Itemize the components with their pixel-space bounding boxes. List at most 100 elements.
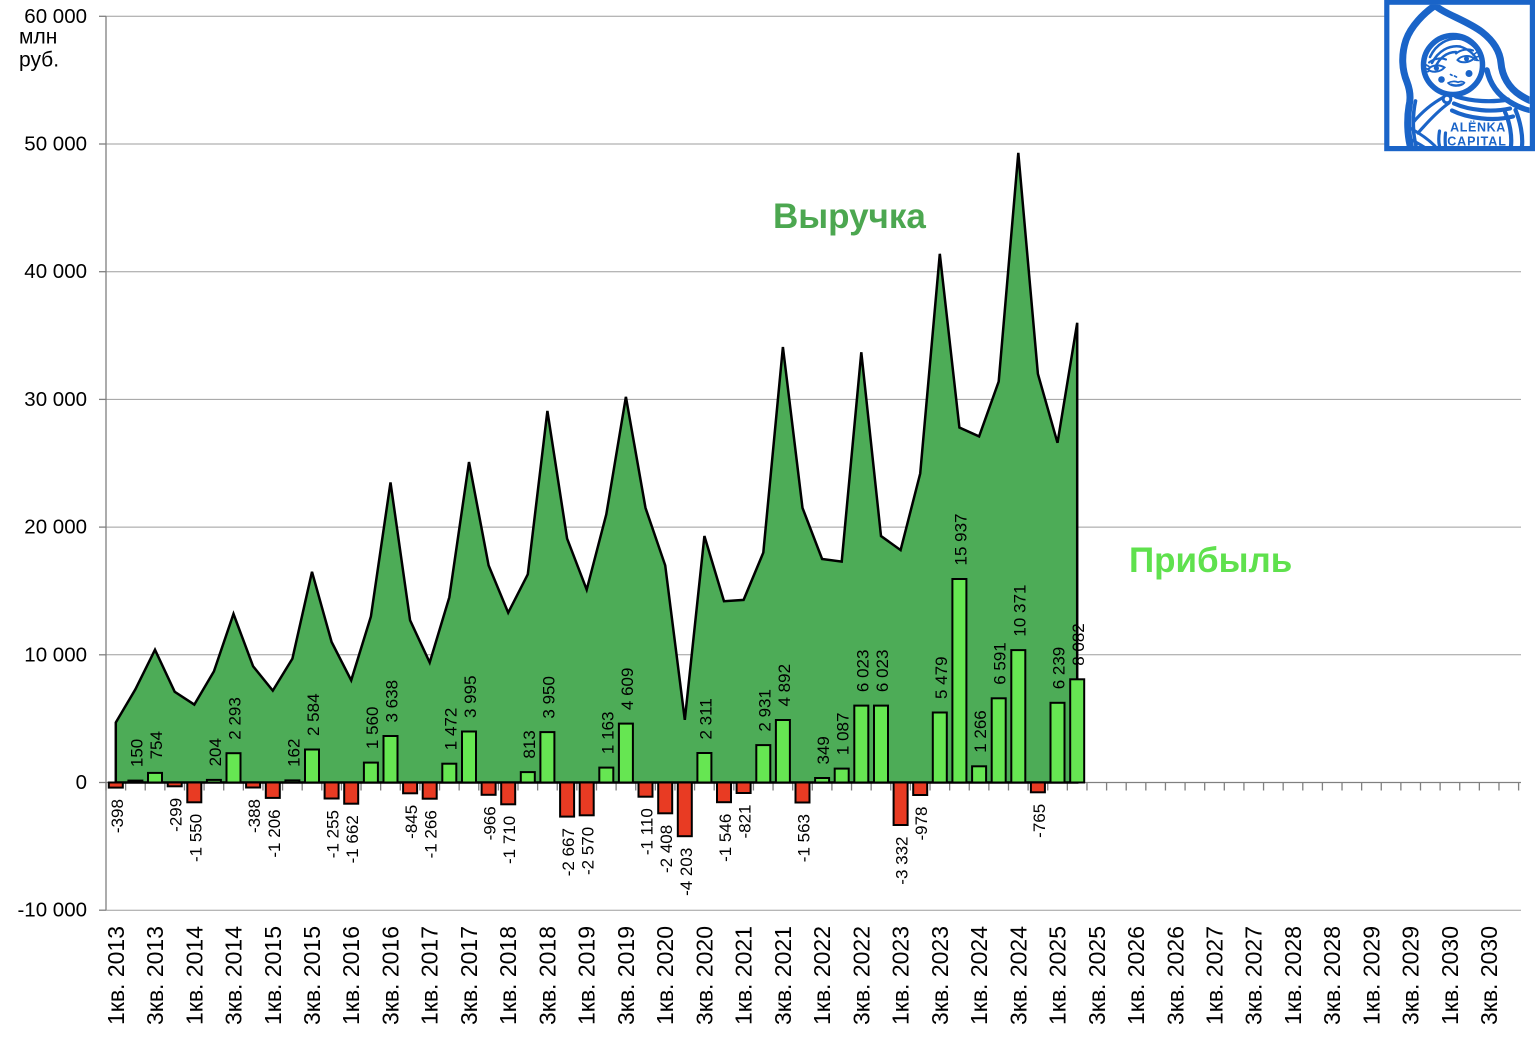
svg-text:1кв. 2025: 1кв. 2025 [1045, 926, 1071, 1025]
svg-text:20 000: 20 000 [24, 516, 87, 539]
svg-text:1кв. 2015: 1кв. 2015 [260, 926, 286, 1025]
svg-text:162: 162 [284, 739, 303, 767]
svg-text:1кв. 2019: 1кв. 2019 [574, 926, 600, 1025]
svg-text:-821: -821 [736, 805, 755, 839]
svg-text:-1 255: -1 255 [324, 810, 343, 858]
svg-text:813: 813 [520, 730, 539, 758]
svg-text:0: 0 [76, 771, 87, 794]
svg-text:-1 563: -1 563 [795, 814, 814, 862]
svg-text:Прибыль: Прибыль [1129, 541, 1292, 580]
svg-text:1 163: 1 163 [598, 712, 617, 755]
svg-text:6 023: 6 023 [873, 650, 892, 693]
svg-text:3кв. 2016: 3кв. 2016 [378, 926, 404, 1025]
svg-text:-299: -299 [167, 798, 186, 832]
svg-text:3 995: 3 995 [461, 675, 480, 718]
svg-text:1кв. 2021: 1кв. 2021 [731, 926, 757, 1025]
svg-text:3кв. 2030: 3кв. 2030 [1476, 926, 1502, 1025]
svg-text:1кв. 2016: 1кв. 2016 [338, 926, 364, 1025]
svg-text:3кв. 2024: 3кв. 2024 [1005, 926, 1031, 1025]
svg-text:-1 206: -1 206 [265, 809, 284, 857]
svg-text:-978: -978 [912, 807, 931, 841]
svg-text:1 472: 1 472 [441, 708, 460, 751]
svg-text:1кв. 2028: 1кв. 2028 [1280, 926, 1306, 1025]
svg-text:-2 408: -2 408 [657, 825, 676, 873]
svg-text:-2 667: -2 667 [559, 828, 578, 876]
svg-text:-765: -765 [1030, 804, 1049, 838]
svg-text:1кв. 2018: 1кв. 2018 [495, 926, 521, 1025]
svg-text:-4 203: -4 203 [677, 848, 696, 896]
svg-text:2 931: 2 931 [755, 689, 774, 732]
svg-text:3кв. 2019: 3кв. 2019 [613, 926, 639, 1025]
svg-text:4 609: 4 609 [618, 668, 637, 711]
svg-text:10 000: 10 000 [24, 643, 87, 666]
svg-text:754: 754 [147, 731, 166, 759]
svg-text:204: 204 [206, 738, 225, 766]
svg-text:-845: -845 [402, 805, 421, 839]
svg-text:10 371: 10 371 [1010, 585, 1029, 637]
svg-text:-388: -388 [245, 799, 264, 833]
svg-text:-1 550: -1 550 [186, 814, 205, 862]
svg-text:1 560: 1 560 [363, 707, 382, 750]
svg-text:3 950: 3 950 [539, 676, 558, 719]
svg-text:349: 349 [814, 736, 833, 764]
svg-text:1кв. 2029: 1кв. 2029 [1359, 926, 1385, 1025]
svg-text:2 311: 2 311 [696, 698, 715, 739]
svg-text:40 000: 40 000 [24, 260, 87, 283]
svg-text:3кв. 2023: 3кв. 2023 [927, 926, 953, 1025]
svg-text:1кв. 2022: 1кв. 2022 [809, 926, 835, 1025]
svg-text:-1 662: -1 662 [343, 815, 362, 863]
svg-text:1кв. 2014: 1кв. 2014 [181, 926, 207, 1025]
svg-text:-3 332: -3 332 [893, 837, 912, 885]
svg-text:1кв. 2024: 1кв. 2024 [966, 926, 992, 1025]
svg-text:3кв. 2022: 3кв. 2022 [848, 926, 874, 1025]
svg-text:5 479: 5 479 [932, 656, 951, 699]
svg-text:1кв. 2020: 1кв. 2020 [652, 926, 678, 1025]
svg-text:3кв. 2028: 3кв. 2028 [1319, 926, 1345, 1025]
svg-text:2 584: 2 584 [304, 693, 323, 736]
svg-text:3кв. 2026: 3кв. 2026 [1162, 926, 1188, 1025]
svg-text:-10 000: -10 000 [17, 899, 87, 922]
svg-text:4 892: 4 892 [775, 664, 794, 707]
svg-text:60 000: 60 000 [24, 5, 87, 28]
svg-text:3кв. 2025: 3кв. 2025 [1084, 926, 1110, 1025]
svg-text:1кв. 2027: 1кв. 2027 [1202, 926, 1228, 1025]
svg-text:50 000: 50 000 [24, 133, 87, 156]
svg-text:Выручка: Выручка [773, 197, 926, 236]
svg-text:6 239: 6 239 [1050, 647, 1069, 690]
svg-text:-966: -966 [481, 806, 500, 840]
svg-text:руб.: руб. [19, 49, 59, 72]
svg-text:15 937: 15 937 [951, 514, 970, 566]
svg-text:-398: -398 [108, 799, 127, 833]
svg-text:3 638: 3 638 [383, 680, 402, 723]
svg-text:-1 110: -1 110 [638, 808, 657, 855]
svg-text:3кв. 2027: 3кв. 2027 [1241, 926, 1267, 1025]
svg-text:ALËNKA: ALËNKA [1450, 120, 1506, 135]
svg-text:1кв. 2030: 1кв. 2030 [1437, 926, 1463, 1025]
svg-text:30 000: 30 000 [24, 388, 87, 411]
svg-text:CAPITAL: CAPITAL [1447, 135, 1507, 149]
svg-text:150: 150 [127, 739, 146, 767]
svg-text:3кв. 2020: 3кв. 2020 [691, 926, 717, 1025]
svg-text:1кв. 2013: 1кв. 2013 [103, 926, 129, 1025]
svg-text:-1 546: -1 546 [716, 814, 735, 862]
svg-text:-1 266: -1 266 [422, 810, 441, 858]
svg-text:1кв. 2017: 1кв. 2017 [417, 926, 443, 1025]
svg-text:3кв. 2014: 3кв. 2014 [221, 926, 247, 1025]
svg-text:6 023: 6 023 [853, 650, 872, 693]
svg-text:2 293: 2 293 [226, 697, 245, 740]
svg-text:млн: млн [19, 26, 57, 49]
svg-text:3кв. 2018: 3кв. 2018 [534, 926, 560, 1025]
svg-text:3кв. 2013: 3кв. 2013 [142, 926, 168, 1025]
svg-text:3кв. 2015: 3кв. 2015 [299, 926, 325, 1025]
svg-text:1кв. 2023: 1кв. 2023 [888, 926, 914, 1025]
svg-text:1 266: 1 266 [971, 710, 990, 753]
svg-text:8 082: 8 082 [1069, 623, 1088, 666]
svg-text:-2 570: -2 570 [579, 827, 598, 875]
svg-text:3кв. 2021: 3кв. 2021 [770, 926, 796, 1025]
svg-text:3кв. 2029: 3кв. 2029 [1398, 926, 1424, 1025]
svg-text:-1 710: -1 710 [500, 816, 519, 864]
svg-text:3кв. 2017: 3кв. 2017 [456, 926, 482, 1025]
svg-text:1 087: 1 087 [834, 713, 853, 756]
svg-text:6 591: 6 591 [991, 642, 1010, 685]
svg-text:1кв. 2026: 1кв. 2026 [1123, 926, 1149, 1025]
